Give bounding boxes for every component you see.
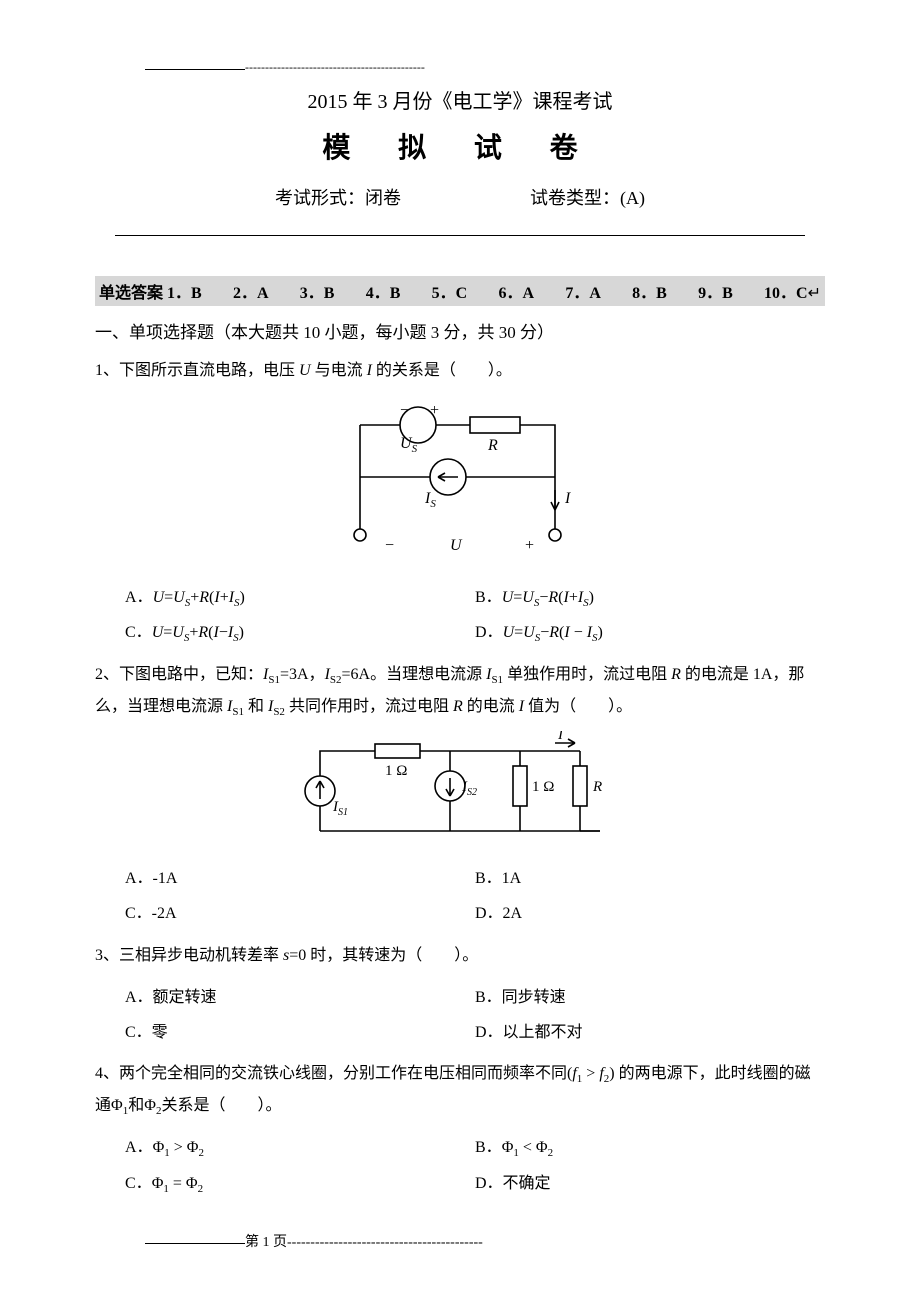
page-footer: 第 1 页-----------------------------------…	[95, 1231, 825, 1251]
svg-text:1 Ω: 1 Ω	[532, 779, 554, 795]
answers-bar: 单选答案 1．B 2．A 3．B 4．B 5．C 6．A 7．A 8．B 9．B…	[95, 276, 825, 306]
q4-options: A．Φ1 > Φ2 B．Φ1 < Φ2 C．Φ1 = Φ2 D．不确定	[125, 1130, 825, 1201]
exam-form-right: 试卷类型：(A)	[530, 188, 645, 208]
q4-option-a: A．Φ1 > Φ2	[125, 1130, 475, 1165]
q2-options: A．-1A B．1A C．-2A D．2A	[125, 861, 825, 931]
exam-form-left: 考试形式：闭卷	[275, 188, 401, 208]
q3-options: A．额定转速 B．同步转速 C．零 D．以上都不对	[125, 980, 825, 1050]
q3-option-a: A．额定转速	[125, 980, 475, 1015]
q2-option-c: C．-2A	[125, 896, 475, 931]
answers-label: 单选答案	[99, 285, 163, 302]
q4-option-d: D．不确定	[475, 1166, 825, 1201]
svg-text:IS2: IS2	[461, 779, 477, 798]
q1-options: A．U=US+R(I+IS) B．U=US−R(I+IS) C．U=US+R(I…	[125, 580, 825, 651]
title-line-1: 2015 年 3 月份《电工学》课程考试	[95, 85, 825, 114]
svg-text:I: I	[557, 731, 564, 743]
q1-option-d: D．U=US−R(I − IS)	[475, 615, 825, 650]
exam-form-line: 考试形式：闭卷 试卷类型：(A)	[95, 184, 825, 210]
top-ornament: ----------------------------------------…	[95, 60, 825, 75]
q3-option-c: C．零	[125, 1015, 475, 1050]
title-line-2: 模 拟 试 卷	[95, 126, 825, 166]
svg-text:IS: IS	[424, 490, 436, 510]
q1-circuit-diagram: − + US R IS I − U +	[95, 395, 825, 570]
svg-text:U: U	[450, 537, 463, 554]
q1-option-b: B．U=US−R(I+IS)	[475, 580, 825, 615]
question-4: 4、两个完全相同的交流铁心线圈，分别工作在电压相同而频率不同(f1 > f2) …	[95, 1058, 825, 1122]
svg-text:R: R	[592, 779, 602, 795]
R-label: R	[487, 437, 498, 454]
q2-option-a: A．-1A	[125, 861, 475, 896]
divider	[115, 235, 805, 236]
question-3: 3、三相异步电动机转差率 s=0 时，其转速为（ ）。	[95, 940, 825, 972]
svg-text:US: US	[400, 435, 418, 455]
question-2: 2、下图电路中，已知：IS1=3A，IS2=6A。当理想电流源 IS1 单独作用…	[95, 659, 825, 723]
page: ----------------------------------------…	[0, 0, 920, 1271]
svg-text:+: +	[525, 537, 534, 554]
q4-option-b: B．Φ1 < Φ2	[475, 1130, 825, 1165]
minus-label: −	[400, 402, 409, 419]
q1-option-c: C．U=US+R(I−IS)	[125, 615, 475, 650]
svg-text:1 Ω: 1 Ω	[385, 763, 407, 779]
q3-option-b: B．同步转速	[475, 980, 825, 1015]
svg-text:IS1: IS1	[332, 799, 348, 818]
q2-option-b: B．1A	[475, 861, 825, 896]
q2-circuit-diagram: 1 Ω 1 Ω IS1 IS2 R I	[95, 731, 825, 851]
q4-option-c: C．Φ1 = Φ2	[125, 1166, 475, 1201]
section-heading: 一、单项选择题（本大题共 10 小题，每小题 3 分，共 30 分）	[95, 318, 825, 343]
q1-option-a: A．U=US+R(I+IS)	[125, 580, 475, 615]
plus-label: +	[430, 402, 439, 419]
q2-option-d: D．2A	[475, 896, 825, 931]
page-number: 第 1 页	[245, 1235, 287, 1250]
svg-text:−: −	[385, 537, 394, 554]
q3-option-d: D．以上都不对	[475, 1015, 825, 1050]
I-label: I	[564, 490, 571, 507]
question-1: 1、下图所示直流电路，电压 U 与电流 I 的关系是（ ）。	[95, 355, 825, 387]
